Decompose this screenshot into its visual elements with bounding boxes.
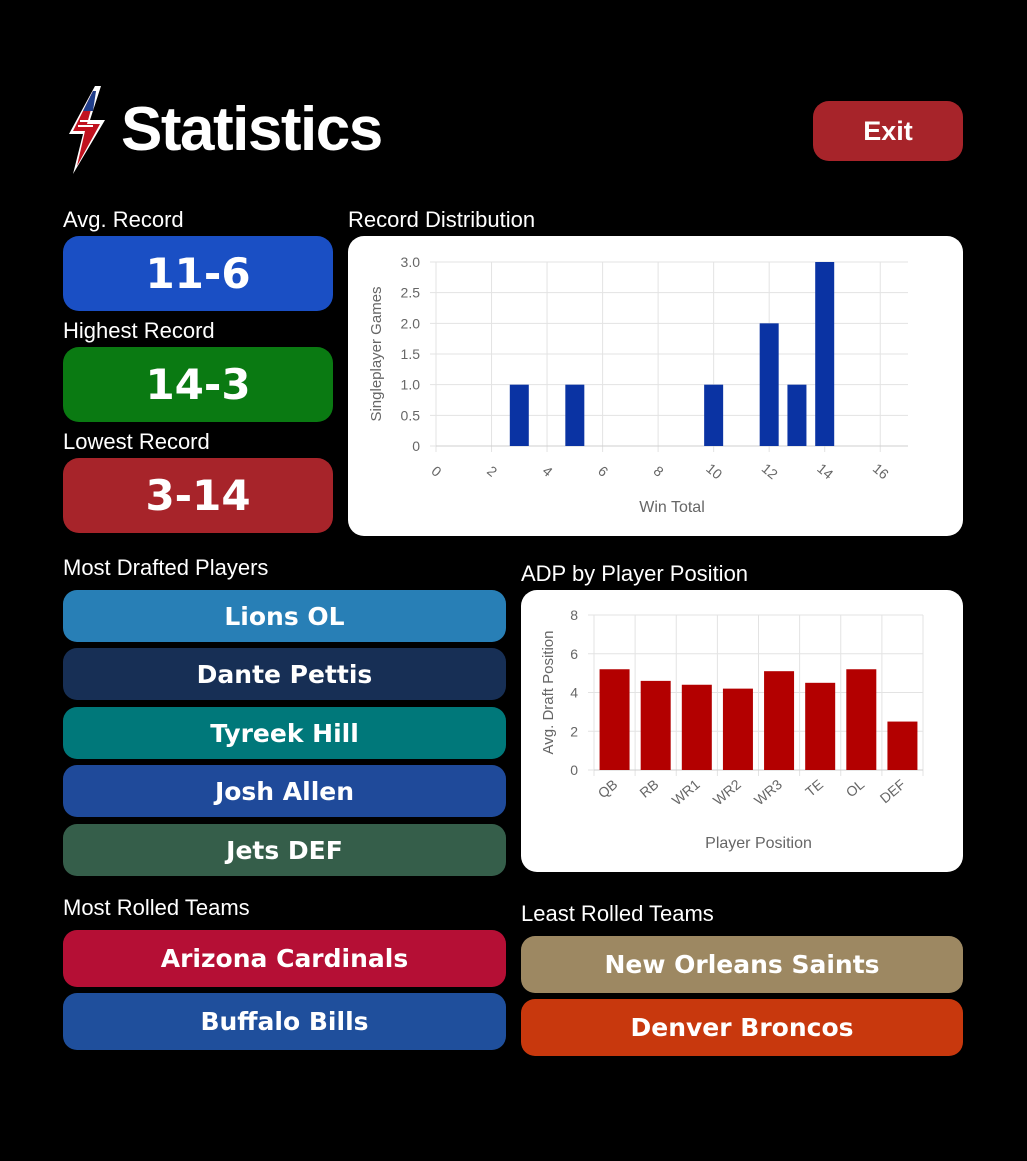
bar xyxy=(815,262,835,446)
x-tick-label: WR2 xyxy=(710,776,744,808)
exit-button[interactable]: Exit xyxy=(813,101,963,161)
most-rolled-team-button[interactable]: Arizona Cardinals xyxy=(63,930,506,987)
lightning-bolt-logo-icon xyxy=(69,86,105,174)
record-distribution-chart: 0 0.5 1.0 1.5 2.0 2.5 3.0 0 2 4 6 8 10 12 14 16 Win Tota… xyxy=(368,254,908,516)
x-axis-title: Win Total xyxy=(639,499,705,516)
x-tick-label: OL xyxy=(843,776,868,800)
y-tick-label: 2.0 xyxy=(401,315,421,331)
x-axis-title: Player Position xyxy=(705,835,812,852)
adp-chart: 0 2 4 6 8 QB RB WR1 WR2 WR3 TE OL DEF Player Position… xyxy=(540,607,924,852)
x-tick-label: RB xyxy=(636,776,661,801)
x-tick-label: 6 xyxy=(595,463,611,480)
x-tick-label: 0 xyxy=(429,463,445,480)
lowest-record-value: 3-14 xyxy=(63,458,333,533)
bar xyxy=(599,669,630,770)
least-rolled-team-button[interactable]: New Orleans Saints xyxy=(521,936,963,993)
record-distribution-card: 0 0.5 1.0 1.5 2.0 2.5 3.0 0 2 4 6 8 10 12 14 16 Win Tota… xyxy=(348,236,963,536)
x-tick-label: QB xyxy=(595,776,621,801)
least-rolled-label: Least Rolled Teams xyxy=(521,901,714,926)
bar xyxy=(759,323,779,446)
y-tick-label: 3.0 xyxy=(401,254,421,270)
highest-record-value: 14-3 xyxy=(63,347,333,422)
bar xyxy=(846,669,877,770)
bar xyxy=(640,680,671,770)
most-rolled-label: Most Rolled Teams xyxy=(63,895,250,920)
y-tick-label: 1.0 xyxy=(401,377,421,393)
drafted-player-button[interactable]: Jets DEF xyxy=(63,824,506,876)
bar xyxy=(704,384,724,446)
y-tick-label: 0 xyxy=(412,438,420,454)
bar xyxy=(565,384,585,446)
drafted-player-button[interactable]: Lions OL xyxy=(63,590,506,642)
x-tick-label: WR1 xyxy=(669,776,703,808)
y-tick-label: 4 xyxy=(570,685,578,701)
drafted-player-button[interactable]: Tyreek Hill xyxy=(63,707,506,759)
most-drafted-label: Most Drafted Players xyxy=(63,555,269,580)
x-tick-label: 12 xyxy=(759,460,781,482)
highest-record-label: Highest Record xyxy=(63,318,215,343)
y-tick-label: 2.5 xyxy=(401,285,421,301)
drafted-player-button[interactable]: Josh Allen xyxy=(63,765,506,817)
page-header: Statistics xyxy=(63,84,383,176)
bar xyxy=(509,384,529,446)
x-tick-label: 8 xyxy=(651,463,667,480)
x-tick-label: 16 xyxy=(870,460,892,482)
record-distribution-label: Record Distribution xyxy=(348,207,536,232)
least-rolled-team-button[interactable]: Denver Broncos xyxy=(521,999,963,1056)
adp-card: 0 2 4 6 8 QB RB WR1 WR2 WR3 TE OL DEF Player Position… xyxy=(521,590,963,872)
x-tick-label: 14 xyxy=(814,460,836,482)
avg-record-label: Avg. Record xyxy=(63,207,184,232)
y-axis-title: Singleplayer Games xyxy=(368,286,385,421)
x-tick-label: 2 xyxy=(484,463,500,480)
y-tick-label: 6 xyxy=(570,646,578,662)
bar xyxy=(722,688,753,770)
page-title: Statistics xyxy=(121,95,383,164)
avg-record-value: 11-6 xyxy=(63,236,333,311)
y-tick-label: 0.5 xyxy=(401,407,421,423)
x-tick-label: 4 xyxy=(540,463,556,480)
y-axis-title: Avg. Draft Position xyxy=(540,631,557,755)
x-tick-label: TE xyxy=(802,776,826,800)
y-tick-label: 2 xyxy=(570,723,578,739)
lowest-record-label: Lowest Record xyxy=(63,429,210,454)
y-tick-label: 8 xyxy=(570,607,578,623)
drafted-player-button[interactable]: Dante Pettis xyxy=(63,648,506,700)
x-tick-label: 10 xyxy=(703,460,725,482)
x-tick-label: DEF xyxy=(877,776,909,806)
bar xyxy=(805,682,836,770)
most-rolled-team-button[interactable]: Buffalo Bills xyxy=(63,993,506,1050)
y-tick-label: 1.5 xyxy=(401,346,421,362)
bar xyxy=(887,721,918,770)
bar xyxy=(681,684,712,770)
bar xyxy=(787,384,807,446)
y-tick-label: 0 xyxy=(570,762,578,778)
adp-label: ADP by Player Position xyxy=(521,561,749,586)
bar xyxy=(764,671,795,770)
x-tick-label: WR3 xyxy=(751,776,785,808)
